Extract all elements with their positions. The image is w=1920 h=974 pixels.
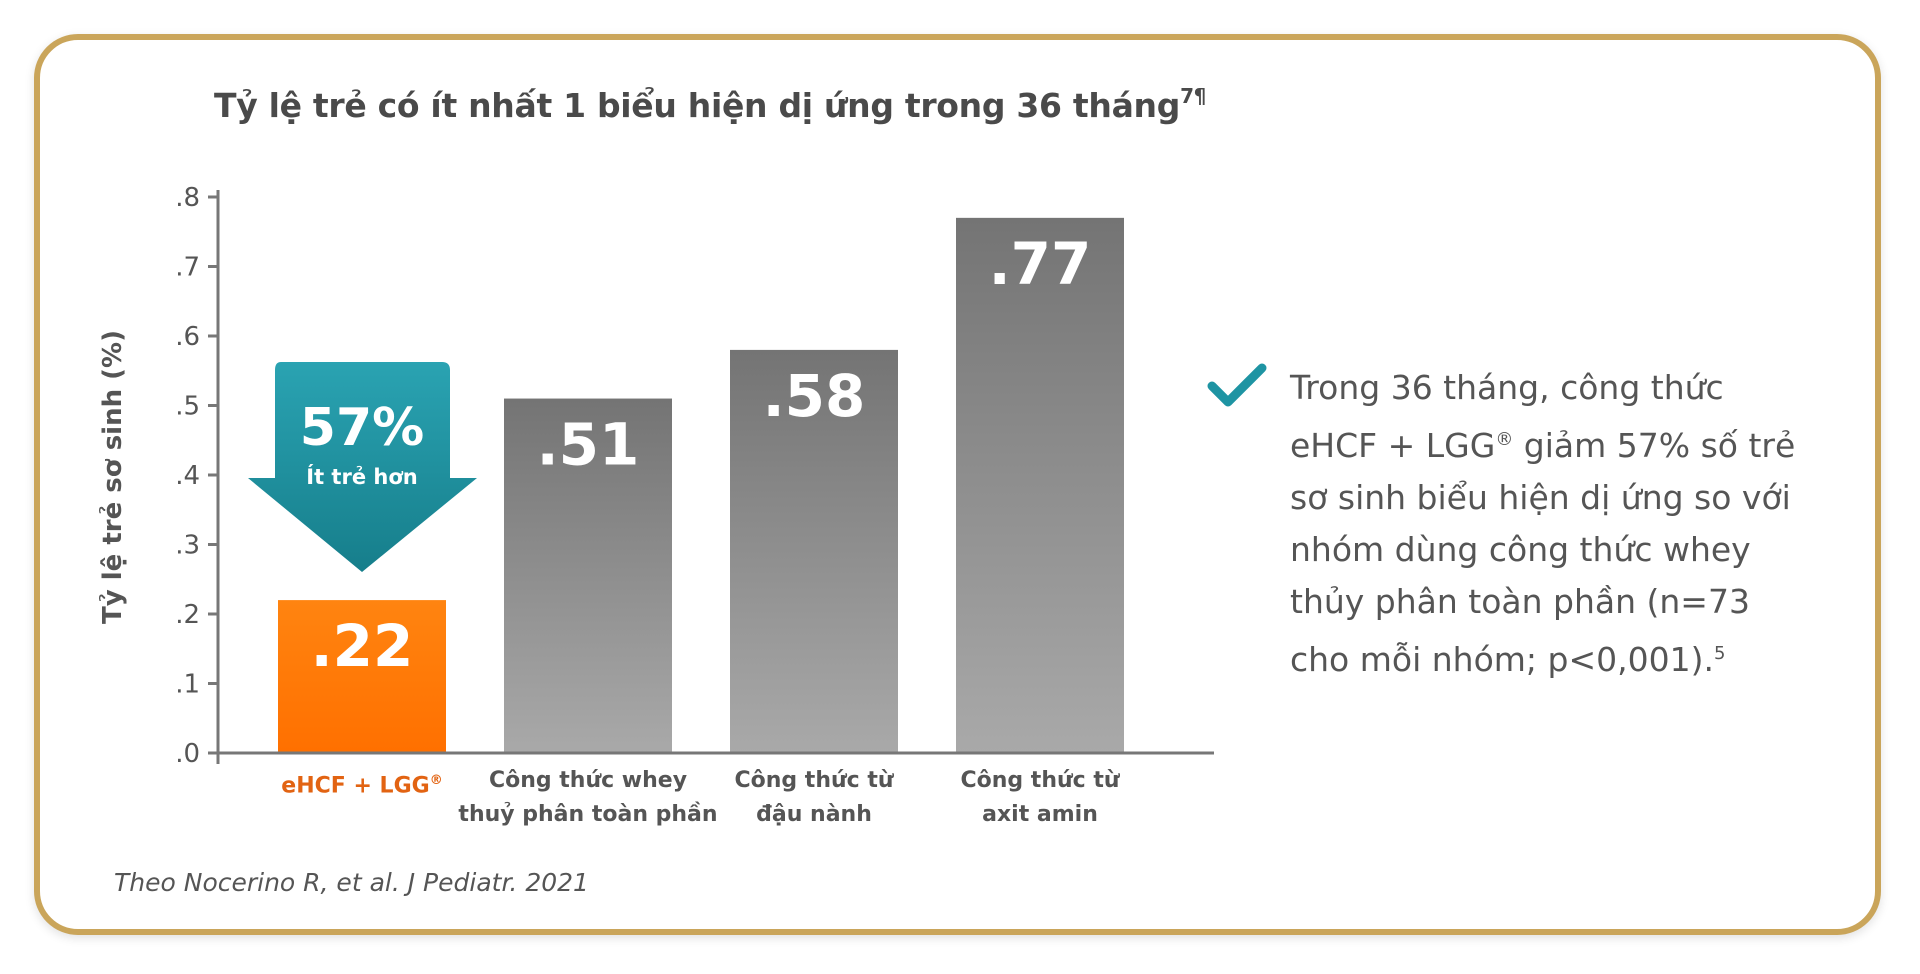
note-line: sơ sinh biểu hiện dị ứng so với: [1290, 478, 1791, 517]
bar: [504, 398, 672, 753]
x-category-label: Công thức từ axit amin: [960, 768, 1120, 827]
y-tick-label: .2: [175, 600, 200, 630]
y-tick-label: .3: [175, 531, 200, 561]
y-tick-label: .4: [175, 461, 200, 491]
y-tick-label: .1: [175, 670, 200, 700]
y-tick-label: .7: [175, 253, 200, 283]
y-tick-label: .8: [175, 183, 200, 213]
callout-text: Ít trẻ hơn: [306, 464, 417, 489]
bar-value-label: .77: [989, 230, 1092, 298]
bar-value-label: .58: [763, 362, 866, 430]
chart-title: Tỷ lệ trẻ có ít nhất 1 biểu hiện dị ứng …: [214, 84, 1207, 125]
bar-value-label: .22: [311, 612, 414, 680]
check-icon: [1207, 363, 1267, 407]
bar: [278, 600, 446, 753]
bar: [956, 217, 1124, 754]
source-citation: Theo Nocerino R, et al. J Pediatr. 2021: [114, 868, 589, 897]
x-category-label: Công thức từ đậu nành: [734, 768, 894, 827]
y-tick-label: .5: [175, 392, 200, 422]
note-line: Trong 36 tháng, công thức: [1290, 368, 1724, 407]
y-tick-label: .6: [175, 322, 200, 352]
callout-percent: 57%: [300, 398, 424, 458]
bar: [730, 349, 898, 753]
summary-note: Trong 36 tháng, công thức eHCF + LGG® gi…: [1290, 362, 1850, 686]
reduction-arrow-callout: 57% Ít trẻ hơn: [248, 362, 477, 572]
y-tick-label: .0: [175, 739, 200, 769]
note-line: nhóm dùng công thức whey: [1290, 530, 1751, 569]
x-category-label: Công thức whey thuỷ phân toàn phần: [458, 768, 718, 827]
title-superscript: 7¶: [1180, 84, 1207, 108]
x-category-label: eHCF + LGG®: [281, 773, 443, 799]
note-line: thủy phân toàn phần (n=73: [1290, 582, 1750, 621]
bar-value-label: .51: [537, 411, 640, 479]
note-line: cho mỗi nhóm; p<0,001).5: [1290, 640, 1726, 679]
note-line: eHCF + LGG® giảm 57% số trẻ: [1290, 426, 1796, 465]
down-arrow-icon: [248, 362, 477, 572]
